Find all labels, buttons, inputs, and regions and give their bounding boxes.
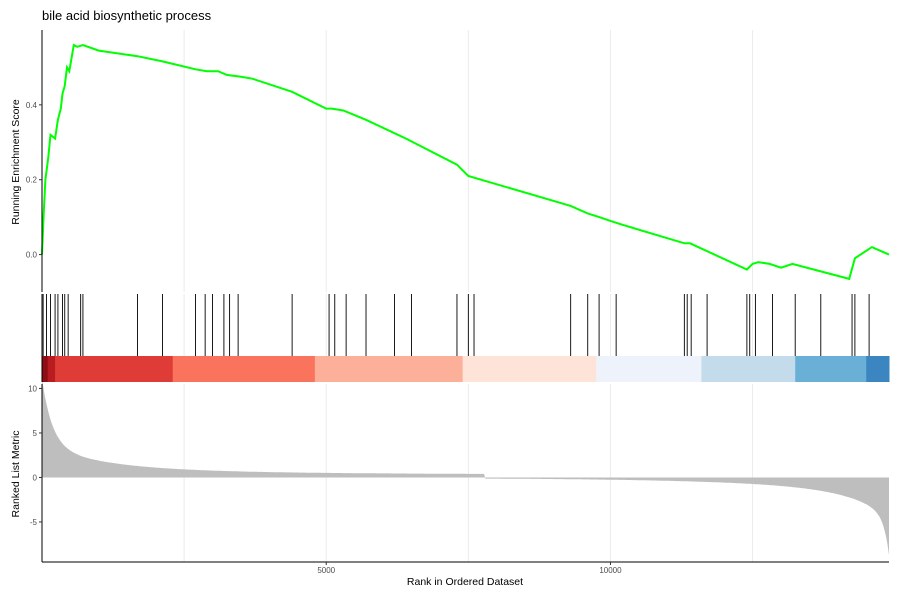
running-es-line: [41, 43, 890, 281]
es-line: [41, 43, 890, 281]
gradient-segment: [795, 356, 867, 382]
x-tick-label: 10000: [599, 566, 622, 575]
axes: 0.0 0.2 0.4 -5 0 5 10 5000 10000: [26, 30, 889, 575]
gradient-segment: [866, 356, 890, 382]
gradient-segment: [172, 356, 316, 382]
y-tick-label-metric: 5: [33, 429, 38, 438]
gradient-segment: [701, 356, 796, 382]
gradient-segment: [42, 356, 49, 382]
y-axis-label-metric: Ranked List Metric: [10, 430, 22, 518]
gradient-segment: [314, 356, 464, 382]
gradient-segment: [55, 356, 174, 382]
gene-hit-ticks: [42, 294, 870, 356]
y-tick-label-es: 0.2: [26, 176, 38, 185]
rank-color-gradient: [42, 356, 890, 382]
x-tick-label: 5000: [317, 566, 335, 575]
gradient-segment: [462, 356, 597, 382]
y-axis-label-es: Running Enrichment Score: [10, 99, 22, 225]
chart-title: bile acid biosynthetic process: [42, 8, 212, 23]
y-tick-label-es: 0.4: [26, 101, 38, 110]
gradient-segment: [596, 356, 702, 382]
y-tick-label-metric: 0: [33, 473, 38, 482]
gradient-segment: [47, 356, 56, 382]
y-tick-label-es: 0.0: [26, 251, 38, 260]
x-axis-label: Rank in Ordered Dataset: [406, 576, 524, 588]
y-tick-label-metric: -5: [30, 518, 38, 527]
y-tick-label-metric: 10: [28, 384, 37, 393]
